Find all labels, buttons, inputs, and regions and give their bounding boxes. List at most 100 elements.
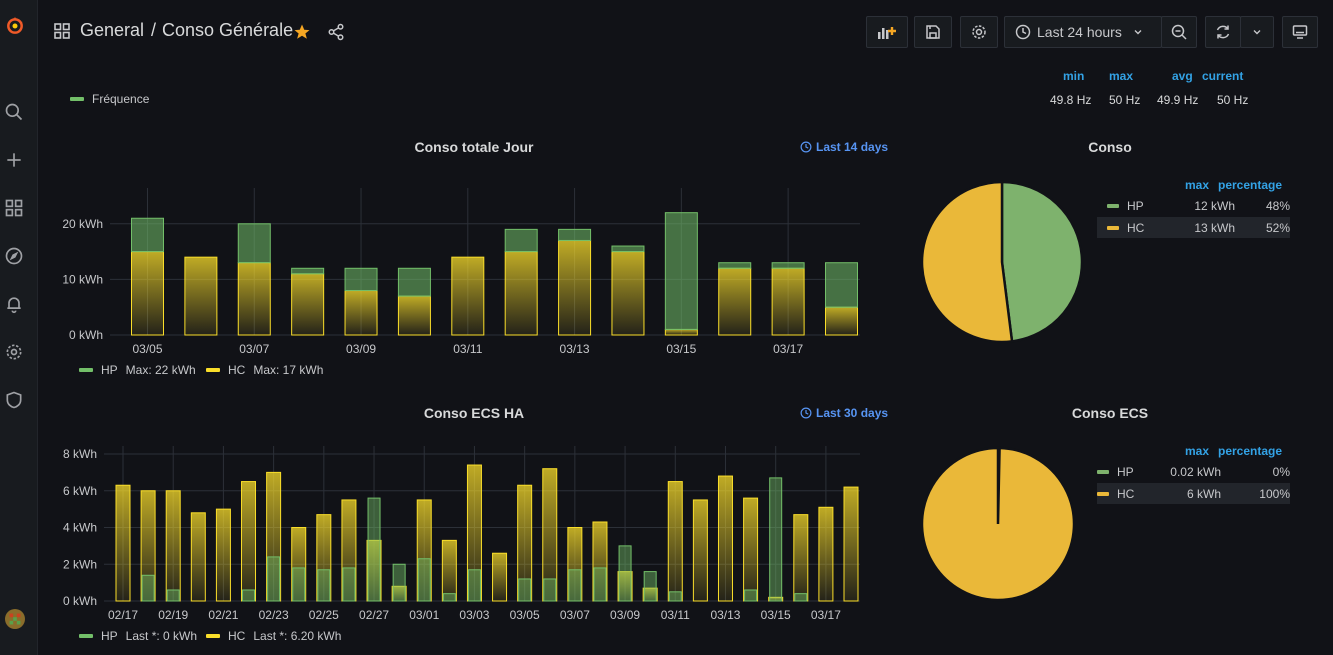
pie-header-max[interactable]: max <box>1185 444 1210 458</box>
legend-item-hp[interactable]: HP Max: 22 kWh <box>79 363 196 377</box>
refresh-interval-dropdown[interactable] <box>1240 16 1274 48</box>
breadcrumb-dashboard-title[interactable]: Conso Générale <box>162 20 294 40</box>
time-range-picker[interactable]: Last 24 hours <box>1004 16 1162 48</box>
bar-hc[interactable] <box>793 514 809 602</box>
bar-hp[interactable] <box>242 589 256 602</box>
cycle-view-mode-button[interactable] <box>1282 16 1318 48</box>
alerting-bell-icon[interactable] <box>3 293 25 315</box>
bar-hc[interactable] <box>542 468 558 602</box>
panel-title[interactable]: Conso <box>1088 139 1132 155</box>
bar-hc[interactable] <box>818 506 834 602</box>
bar-hp[interactable] <box>611 245 645 253</box>
bar-hc[interactable] <box>825 306 858 336</box>
bar-hp[interactable] <box>344 267 378 292</box>
legend-item-hc[interactable]: HC Last *: 6.20 kWh <box>206 629 341 643</box>
bar-hc[interactable] <box>291 273 325 336</box>
bar-hc[interactable] <box>517 484 533 602</box>
stat-header-min[interactable]: min <box>1063 69 1085 83</box>
bar-hp[interactable] <box>668 591 682 602</box>
bar-hp[interactable] <box>769 477 783 602</box>
bar-hc[interactable] <box>717 475 733 602</box>
search-icon[interactable] <box>3 101 25 123</box>
dashboard-settings-button[interactable] <box>960 16 998 48</box>
pie-slice-hp[interactable] <box>1000 180 1084 343</box>
bar-hc[interactable] <box>667 481 683 602</box>
bar-hp[interactable] <box>392 563 406 602</box>
refresh-button[interactable] <box>1205 16 1241 48</box>
bar-hp[interactable] <box>417 558 431 602</box>
bar-hc[interactable] <box>504 251 538 336</box>
bar-hc[interactable] <box>451 256 485 336</box>
bar-hc[interactable] <box>843 486 859 602</box>
dashboards-grid-icon[interactable] <box>3 197 25 219</box>
bar-hc[interactable] <box>771 267 805 336</box>
bar-hc[interactable] <box>140 490 156 602</box>
bar-hp[interactable] <box>291 267 325 275</box>
bar-hc[interactable] <box>266 471 282 602</box>
bar-hc[interactable] <box>567 527 583 602</box>
bar-hc[interactable] <box>692 499 708 602</box>
bar-hp[interactable] <box>518 578 532 602</box>
legend-item-hc[interactable]: HC Max: 17 kWh <box>206 363 323 377</box>
bar-hc[interactable] <box>397 295 431 336</box>
legend-item-hp[interactable]: HP Last *: 0 kWh <box>79 629 197 643</box>
user-avatar[interactable] <box>4 608 26 630</box>
pie-header-percentage[interactable]: percentage <box>1218 444 1283 458</box>
explore-compass-icon[interactable] <box>3 245 25 267</box>
bar-hp[interactable] <box>643 571 657 602</box>
bar-hc[interactable] <box>743 497 759 602</box>
bar-hc[interactable] <box>190 512 206 602</box>
bar-hc[interactable] <box>492 552 508 602</box>
frequence-legend-item[interactable]: Fréquence <box>70 92 149 106</box>
pie-slice-hc[interactable] <box>920 446 1076 602</box>
bar-hp[interactable] <box>558 228 592 241</box>
bar-hc[interactable] <box>316 514 332 602</box>
bar-hc[interactable] <box>718 267 752 336</box>
bar-hp[interactable] <box>237 223 271 264</box>
bar-hc[interactable] <box>341 499 357 602</box>
bar-hp[interactable] <box>794 593 808 602</box>
bar-hc[interactable] <box>466 464 482 602</box>
bar-hc[interactable] <box>768 596 784 602</box>
bar-hc[interactable] <box>131 251 164 336</box>
bar-hc[interactable] <box>617 571 633 602</box>
server-admin-shield-icon[interactable] <box>3 389 25 411</box>
stat-header-avg[interactable]: avg <box>1172 69 1193 83</box>
pie-legend-row-hc[interactable]: HC 6 kWh 100% <box>1097 483 1290 504</box>
panel-title[interactable]: Conso ECS <box>1071 405 1149 421</box>
bar-hp[interactable] <box>166 589 180 602</box>
configuration-gear-icon[interactable] <box>3 341 25 363</box>
bar-hp[interactable] <box>292 567 306 602</box>
bar-hc[interactable] <box>642 587 658 602</box>
bar-hc[interactable] <box>344 290 378 336</box>
stat-header-max[interactable]: max <box>1109 69 1134 83</box>
breadcrumb-folder-link[interactable]: General <box>80 20 145 40</box>
stat-header-current[interactable]: current <box>1202 69 1244 83</box>
bar-hp[interactable] <box>543 578 557 602</box>
bar-hc[interactable] <box>215 508 231 602</box>
pie-legend-row-hp[interactable]: HP 0.02 kWh 0% <box>1097 461 1290 482</box>
bar-hp[interactable] <box>131 217 164 253</box>
bar-hp[interactable] <box>744 589 758 602</box>
bar-hp[interactable] <box>442 593 456 602</box>
bar-hc[interactable] <box>165 490 181 602</box>
bar-hp[interactable] <box>825 262 858 308</box>
bar-hc[interactable] <box>558 239 592 336</box>
star-favorite-icon[interactable] <box>293 23 311 41</box>
bar-hc[interactable] <box>391 585 407 602</box>
add-panel-button[interactable] <box>866 16 908 48</box>
bar-hp[interactable] <box>718 262 752 269</box>
bar-hc[interactable] <box>184 256 218 336</box>
bar-hp[interactable] <box>467 569 481 602</box>
bar-hc[interactable] <box>592 521 608 602</box>
grafana-logo-icon[interactable] <box>3 14 27 38</box>
bar-hp[interactable] <box>504 228 538 253</box>
bar-hc[interactable] <box>416 499 432 602</box>
pie-header-max[interactable]: max <box>1185 178 1210 192</box>
bar-hc[interactable] <box>241 481 257 602</box>
pie-header-percentage[interactable]: percentage <box>1218 178 1283 192</box>
bar-hp[interactable] <box>771 262 805 269</box>
bar-hc[interactable] <box>237 262 271 336</box>
bar-hp[interactable] <box>367 497 381 602</box>
bar-hp[interactable] <box>317 569 331 602</box>
